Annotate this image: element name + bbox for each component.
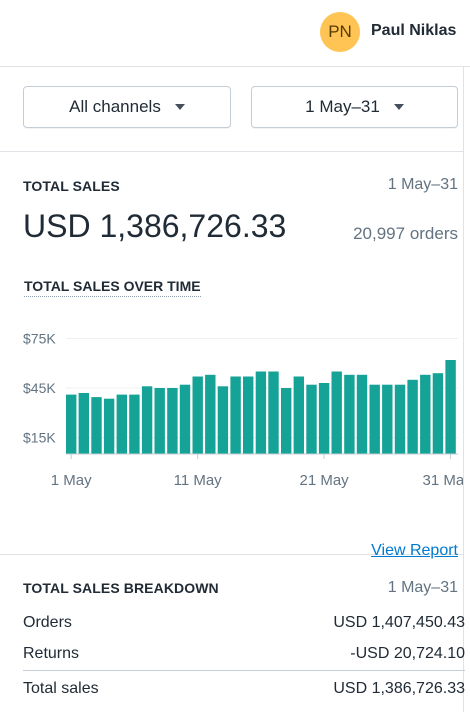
- chart-bar[interactable]: [78, 393, 89, 454]
- chart-bar[interactable]: [154, 388, 165, 454]
- view-report-link[interactable]: View Report: [371, 542, 458, 559]
- y-tick-label: $45K: [23, 380, 56, 396]
- breakdown-value: USD 1,407,450.43: [333, 614, 465, 631]
- channel-select-label: All channels: [69, 97, 161, 116]
- x-tick-label: 21 May: [299, 472, 349, 489]
- chart-bar[interactable]: [255, 371, 267, 455]
- chart-bar[interactable]: [91, 397, 102, 454]
- caret-down-icon: [393, 104, 404, 110]
- breakdown-divider: [23, 670, 465, 671]
- total-sales-amount: USD 1,386,726.33: [23, 208, 287, 244]
- breakdown-label: Total sales: [23, 680, 99, 697]
- breakdown-label: Returns: [23, 645, 80, 662]
- breakdown-period: 1 May–31: [387, 579, 458, 596]
- caret-down-icon: [174, 104, 185, 110]
- x-tick-label: 11 May: [174, 472, 223, 489]
- date-range-label: 1 May–31: [305, 97, 380, 116]
- user-name[interactable]: Paul Niklas: [371, 22, 457, 39]
- date-range-select[interactable]: 1 May–31: [251, 86, 458, 128]
- chart-bar[interactable]: [243, 376, 254, 455]
- chart-bar[interactable]: [268, 371, 279, 455]
- chart-bar[interactable]: [331, 371, 342, 455]
- top-bar: PN Paul Niklas: [0, 0, 470, 67]
- chart-bar[interactable]: [205, 374, 216, 454]
- chart-bar[interactable]: [306, 384, 317, 454]
- chart-bar[interactable]: [116, 394, 127, 454]
- chart-bar[interactable]: [382, 384, 393, 454]
- x-tick-label: 1 May: [51, 472, 92, 489]
- breakdown-value: USD 1,386,726.33: [333, 680, 465, 697]
- sales-bar-chart: $75K $45K $15K 1 May 11 May 21 May 31 May: [23, 331, 463, 490]
- total-sales-heading: TOTAL SALES: [23, 178, 120, 194]
- total-sales-card: TOTAL SALES 1 May–31 USD 1,386,726.33 20…: [0, 152, 463, 559]
- user-avatar[interactable]: PN: [320, 12, 360, 52]
- breakdown-heading: TOTAL SALES BREAKDOWN: [23, 580, 219, 596]
- breakdown-row-returns: Returns -USD 20,724.10: [23, 645, 465, 663]
- chart-bar[interactable]: [344, 374, 355, 454]
- chart-bar[interactable]: [281, 388, 292, 454]
- sales-over-time-title[interactable]: TOTAL SALES OVER TIME: [24, 278, 201, 297]
- chart-bar[interactable]: [129, 394, 140, 454]
- channel-select[interactable]: All channels: [23, 86, 231, 128]
- breakdown-row-orders: Orders USD 1,407,450.43: [23, 614, 465, 632]
- chart-bar[interactable]: [141, 386, 153, 454]
- chart-bar[interactable]: [167, 388, 178, 454]
- y-tick-label: $15K: [23, 430, 56, 446]
- chart-bar[interactable]: [420, 374, 431, 454]
- chart-bar[interactable]: [66, 394, 77, 454]
- x-tick-label: 31 May: [423, 472, 463, 489]
- right-border: [463, 67, 464, 712]
- chart-bar[interactable]: [394, 384, 406, 454]
- chart-bar[interactable]: [103, 398, 115, 454]
- chart-bar[interactable]: [432, 373, 444, 454]
- chart-bar[interactable]: [293, 376, 304, 455]
- breakdown-row-total: Total sales USD 1,386,726.33: [23, 680, 465, 698]
- chart-bar[interactable]: [192, 376, 203, 455]
- breakdown-value: -USD 20,724.10: [350, 645, 465, 662]
- breakdown-label: Orders: [23, 614, 72, 631]
- chart-bar[interactable]: [407, 379, 418, 455]
- chart-bar[interactable]: [445, 360, 456, 454]
- total-sales-period: 1 May–31: [387, 176, 458, 193]
- sales-breakdown-card: TOTAL SALES BREAKDOWN 1 May–31: [0, 555, 463, 712]
- chart-bar[interactable]: [356, 374, 368, 454]
- chart-bar[interactable]: [230, 376, 241, 455]
- filter-bar: All channels 1 May–31: [0, 67, 463, 152]
- y-tick-label: $75K: [23, 331, 56, 347]
- chart-bar[interactable]: [369, 384, 380, 454]
- orders-count: 20,997 orders: [353, 224, 458, 243]
- chart-bar[interactable]: [179, 384, 191, 454]
- chart-bar[interactable]: [318, 383, 330, 454]
- chart-bar[interactable]: [217, 386, 229, 454]
